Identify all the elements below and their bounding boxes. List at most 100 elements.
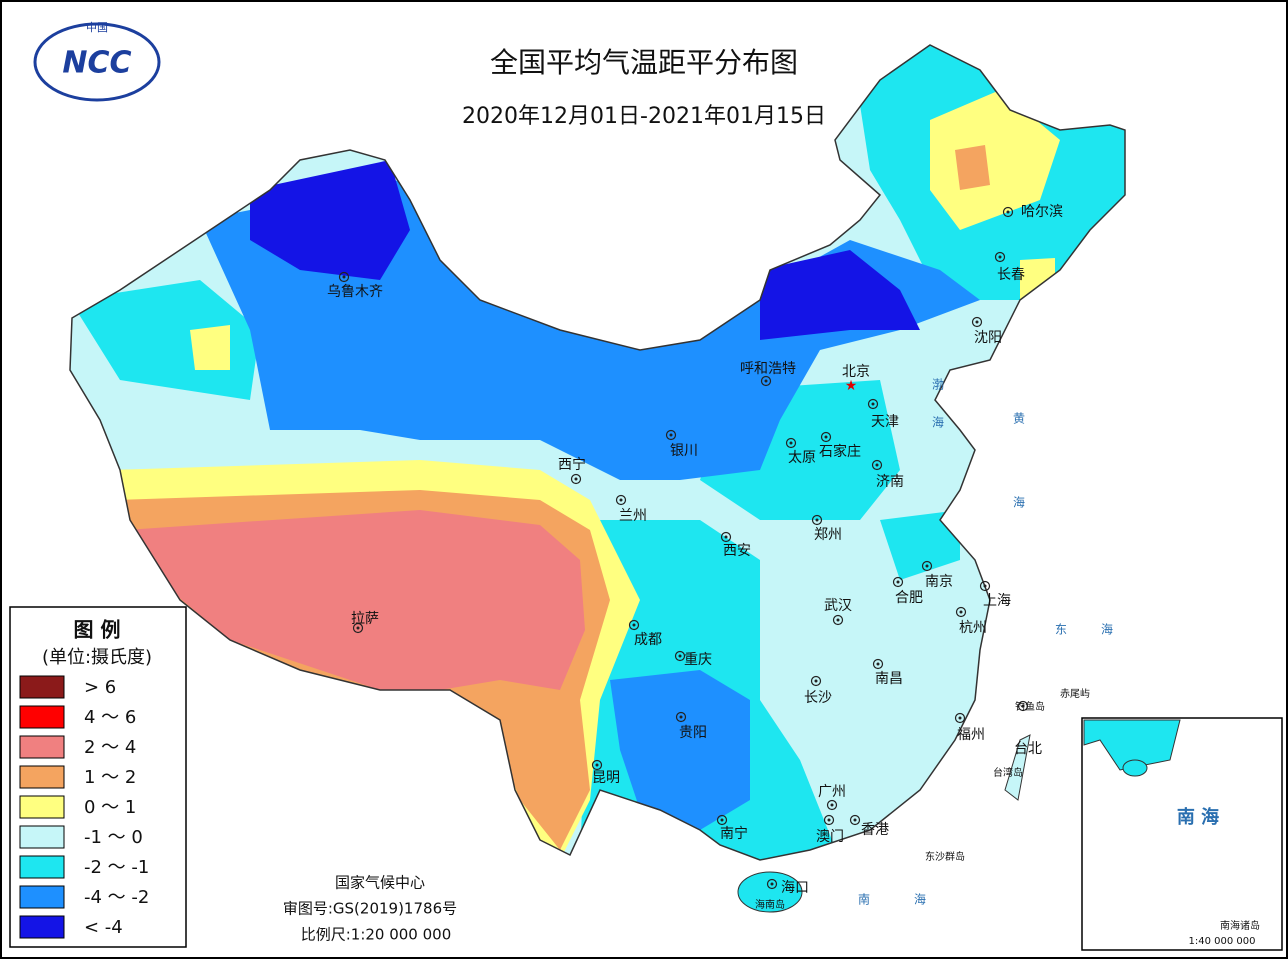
legend-label: -2 ～ -1 <box>84 857 149 878</box>
city-marker <box>1017 700 1029 712</box>
city-marker <box>628 619 640 631</box>
city-marker <box>591 759 603 771</box>
city-marker <box>872 658 884 670</box>
city-marker <box>675 711 687 723</box>
city-marker <box>830 803 834 807</box>
city-label: 海口 <box>781 880 809 896</box>
city-marker <box>820 431 832 443</box>
legend-label: -1 ～ 0 <box>84 827 143 848</box>
city-label: 澳门 <box>816 829 844 845</box>
sea-label: 黄海 <box>1012 412 1026 580</box>
city-marker <box>1021 704 1025 708</box>
legend-swatch <box>19 675 65 699</box>
footer-line: 国家气候中心 <box>335 874 425 892</box>
city-marker <box>979 580 991 592</box>
city-marker <box>892 576 904 588</box>
city-marker <box>815 518 819 522</box>
sea-label: 东海 <box>1055 622 1147 637</box>
city-label: 石家庄 <box>819 443 861 460</box>
city-marker <box>832 614 844 626</box>
legend-title: 图 例 <box>74 618 121 642</box>
city-marker <box>760 375 772 387</box>
city-marker <box>665 429 677 441</box>
city-label: 台北 <box>1014 741 1042 757</box>
city-label: 长沙 <box>804 690 832 706</box>
city-marker <box>615 494 627 506</box>
city-marker <box>998 255 1002 259</box>
city-label: 北京 <box>842 364 870 380</box>
city-marker <box>669 433 673 437</box>
city-marker <box>1006 210 1010 214</box>
city-marker <box>875 463 879 467</box>
city-marker <box>925 564 929 568</box>
legend-swatch <box>19 915 65 939</box>
city-label: 香港 <box>861 822 889 838</box>
sea-label: 渤海 <box>931 378 945 454</box>
city-marker <box>1002 206 1014 218</box>
city-label: 乌鲁木齐 <box>327 284 383 300</box>
island-label: 钓鱼岛 <box>1015 700 1045 713</box>
city-marker <box>724 535 728 539</box>
legend-swatch <box>19 885 65 909</box>
logo-top: 中国 <box>86 21 108 34</box>
border <box>69 44 1126 861</box>
city-marker <box>789 441 793 445</box>
city-marker <box>810 675 822 687</box>
island-label: 东沙群岛 <box>925 850 965 863</box>
city-marker <box>595 763 599 767</box>
legend-unit: (单位:摄氏度) <box>42 647 152 668</box>
taiwan <box>1004 734 1031 801</box>
city-label: 合肥 <box>895 590 923 606</box>
city-marker <box>720 818 724 822</box>
city-marker <box>958 716 962 720</box>
city-marker <box>766 878 778 890</box>
city-label: 南宁 <box>720 825 748 842</box>
legend-label: 2 ～ 4 <box>84 737 136 758</box>
logo-text: NCC <box>62 46 131 81</box>
logo: 中国 NCC <box>33 21 161 102</box>
legend-swatch <box>19 705 65 729</box>
city-label: 贵阳 <box>679 725 707 741</box>
legend-label: -4 ～ -2 <box>84 887 149 908</box>
city-marker <box>921 560 933 572</box>
city-marker <box>720 531 732 543</box>
city-label: 成都 <box>634 632 662 648</box>
city-marker <box>836 618 840 622</box>
city-label: 重庆 <box>684 652 712 668</box>
hainan <box>737 871 803 913</box>
city-marker <box>356 626 360 630</box>
city-label: 银川 <box>670 443 698 459</box>
island-label: 赤尾屿 <box>1060 688 1090 700</box>
legend-label: 1 ～ 2 <box>84 767 136 788</box>
inset: 南 海 南海诸岛 1:40 000 000 <box>1081 717 1283 951</box>
city-marker <box>867 398 879 410</box>
city-marker <box>632 623 636 627</box>
legend-swatch <box>19 765 65 789</box>
city-label: 杭州 <box>959 620 987 636</box>
sea-label: 南海 <box>858 892 970 907</box>
city-marker <box>971 316 983 328</box>
city-label: 上海 <box>983 593 1011 609</box>
city-label: 南京 <box>925 574 953 590</box>
city-marker <box>679 715 683 719</box>
legend-swatch <box>19 735 65 759</box>
inset-name: 南海诸岛 <box>1220 919 1260 932</box>
city-label: 哈尔滨 <box>1021 204 1063 220</box>
city-marker <box>826 799 838 811</box>
city-marker <box>678 654 682 658</box>
city-marker <box>876 662 880 666</box>
city-marker <box>994 251 1006 263</box>
city-marker <box>823 814 835 826</box>
inset-scale: 1:40 000 000 <box>1189 936 1256 947</box>
legend-label: 0 ～ 1 <box>84 797 136 818</box>
capital-marker: ★ <box>845 378 858 394</box>
city-marker <box>959 610 963 614</box>
city-label: 太原 <box>788 450 816 466</box>
city-label: 兰州 <box>619 508 647 524</box>
city-marker <box>770 882 774 886</box>
city-label: 西宁 <box>558 456 586 473</box>
city-marker <box>785 437 797 449</box>
city-label: 天津 <box>871 414 899 430</box>
city-marker <box>983 584 987 588</box>
